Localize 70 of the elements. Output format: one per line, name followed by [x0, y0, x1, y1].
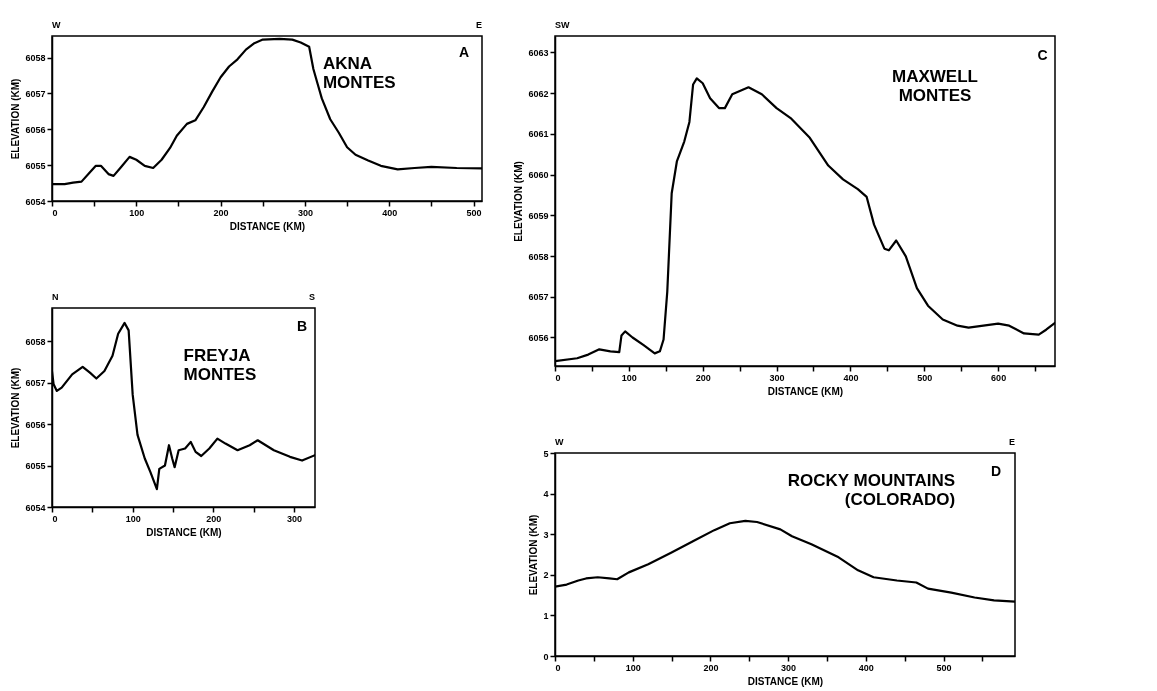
- y-tick-label: 6054: [25, 502, 46, 513]
- y-tick-label: 2: [543, 570, 549, 581]
- x-tick-label: 200: [206, 513, 222, 524]
- x-axis-title: DISTANCE (KM): [229, 220, 306, 232]
- annotation: AKNA MONTES: [322, 53, 396, 92]
- annotation: D: [991, 463, 1002, 480]
- x-tick-label: 300: [769, 372, 785, 383]
- y-tick-label: 4: [543, 489, 549, 500]
- x-axis-title: DISTANCE (KM): [767, 385, 844, 397]
- x-tick-label: 300: [297, 207, 313, 218]
- y-axis-title: ELEVATION (KM): [10, 367, 22, 449]
- text: E: [1008, 437, 1015, 447]
- x-tick-label: 600: [991, 372, 1007, 383]
- x-tick-label: 200: [213, 207, 229, 218]
- x-tick-label: 100: [125, 513, 141, 524]
- text: E: [475, 20, 482, 30]
- y-tick-label: 6056: [25, 124, 46, 135]
- y-tick-label: 5: [543, 448, 549, 459]
- x-tick-label: 500: [917, 372, 933, 383]
- annotation: FREYJA MONTES: [183, 345, 257, 384]
- x-tick-label: 0: [52, 513, 58, 524]
- y-tick-label: 3: [543, 529, 549, 540]
- x-tick-label: 0: [555, 662, 561, 673]
- y-tick-label: 6057: [25, 378, 46, 389]
- x-tick-label: 500: [466, 207, 482, 218]
- text: S: [308, 292, 315, 302]
- x-tick-label: 0: [52, 207, 58, 218]
- x-tick-label: 100: [625, 662, 641, 673]
- annotation: B: [296, 317, 308, 334]
- y-axis-title: ELEVATION (KM): [513, 161, 525, 242]
- annotation: MAXWELL MONTES: [892, 67, 978, 105]
- y-tick-label: 6061: [528, 129, 549, 140]
- x-tick-label: 100: [129, 207, 145, 218]
- y-tick-label: 6054: [25, 196, 46, 207]
- x-tick-label: 200: [703, 662, 719, 673]
- text: N: [52, 292, 59, 302]
- annotation: C: [1037, 47, 1048, 64]
- y-tick-label: 6056: [25, 419, 46, 430]
- text: SW: [555, 20, 570, 30]
- x-tick-label: 500: [936, 662, 952, 673]
- y-tick-label: 6056: [528, 332, 549, 343]
- y-tick-label: 6057: [528, 292, 549, 303]
- y-tick-label: 6063: [528, 47, 549, 58]
- y-tick-label: 6057: [25, 88, 46, 99]
- x-axis-title: DISTANCE (KM): [747, 675, 824, 687]
- y-tick-label: 6058: [25, 53, 46, 64]
- y-tick-label: 6059: [528, 210, 549, 221]
- x-tick-label: 0: [555, 372, 561, 383]
- y-tick-label: 6058: [528, 251, 549, 262]
- x-tick-label: 300: [287, 513, 303, 524]
- y-tick-label: 6058: [25, 336, 46, 347]
- x-axis-title: DISTANCE (KM): [146, 526, 222, 538]
- x-tick-label: 400: [382, 207, 398, 218]
- y-tick-label: 6062: [528, 88, 549, 99]
- x-tick-label: 200: [695, 372, 711, 383]
- x-tick-label: 300: [781, 662, 797, 673]
- y-axis-title: ELEVATION (KM): [528, 514, 540, 596]
- y-axis-title: ELEVATION (KM): [10, 78, 22, 160]
- x-tick-label: 400: [843, 372, 859, 383]
- annotation: ROCKY MOUNTAINS (COLORADO): [787, 471, 956, 510]
- x-tick-label: 400: [858, 662, 874, 673]
- annotation: A: [458, 43, 470, 60]
- y-tick-label: 6060: [528, 170, 549, 181]
- x-tick-label: 100: [621, 372, 637, 383]
- y-tick-label: 0: [543, 651, 549, 662]
- text: W: [555, 437, 564, 447]
- y-tick-label: 6055: [25, 461, 46, 472]
- y-tick-label: 6055: [25, 160, 46, 171]
- y-tick-label: 1: [543, 610, 549, 621]
- text: W: [52, 20, 61, 30]
